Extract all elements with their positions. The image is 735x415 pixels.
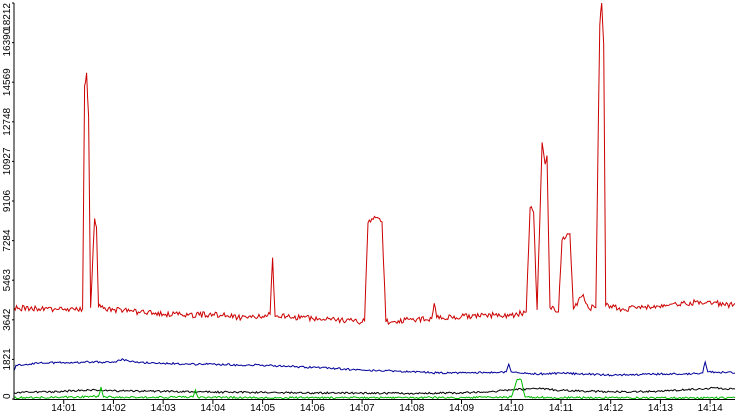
- y-tick-label: 7284: [2, 229, 13, 252]
- x-tick-label: 14:08: [399, 403, 424, 414]
- x-tick-label: 14:09: [449, 403, 474, 414]
- x-tick-label: 14:04: [200, 403, 225, 414]
- x-tick-label: 14:03: [151, 403, 176, 414]
- series-line-4: [13, 378, 735, 400]
- y-tick-label: 9106: [2, 189, 13, 212]
- x-tick-label: 14:05: [250, 403, 275, 414]
- x-tick-label: 14:14: [698, 403, 723, 414]
- y-tick-label: 12748: [2, 107, 13, 135]
- x-tick-label: 14:11: [549, 403, 574, 414]
- series-layer: [13, 2, 735, 400]
- series-line-2: [13, 358, 735, 377]
- y-tick-label: 18212: [2, 3, 13, 31]
- y-tick-label: 16390: [2, 28, 13, 56]
- x-tick-label: 14:07: [350, 403, 375, 414]
- series-line-3: [13, 386, 735, 395]
- y-tick-label: 0: [2, 393, 13, 399]
- y-tick-label: 5463: [2, 269, 13, 292]
- x-tick-label: 14:10: [499, 403, 524, 414]
- y-tick-label: 3642: [2, 308, 13, 331]
- y-tick-label: 14569: [2, 68, 13, 96]
- x-tick-label: 14:01: [51, 403, 76, 414]
- x-tick-label: 14:12: [598, 403, 623, 414]
- y-tick-label: 10927: [2, 147, 13, 175]
- series-line-1: [13, 2, 735, 326]
- x-tick-label: 14:06: [300, 403, 325, 414]
- y-tick-label: 1821: [2, 348, 13, 371]
- x-tick-label: 14:02: [101, 403, 126, 414]
- x-tick-label: 14:13: [648, 403, 673, 414]
